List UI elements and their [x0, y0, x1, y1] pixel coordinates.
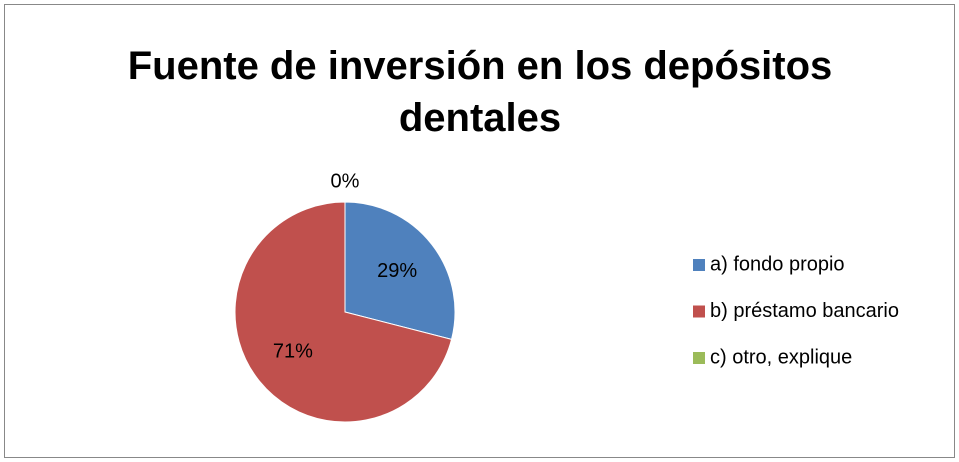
legend-label: a) fondo propio [710, 253, 845, 275]
legend-swatch [693, 352, 705, 364]
legend-swatch [693, 305, 705, 318]
pie-slice [234, 201, 453, 423]
legend-label: c) otro, explique [710, 346, 852, 368]
chart-title: Fuente de inversión en los depósitos den… [127, 44, 833, 140]
legend-label: b) préstamo bancario [710, 300, 899, 322]
legend-swatch [693, 259, 705, 271]
pie-slice [344, 201, 456, 340]
data-label: 0% [331, 170, 360, 192]
chart-border [4, 4, 955, 458]
data-label: 71% [273, 341, 313, 363]
data-label: 29% [377, 260, 417, 282]
